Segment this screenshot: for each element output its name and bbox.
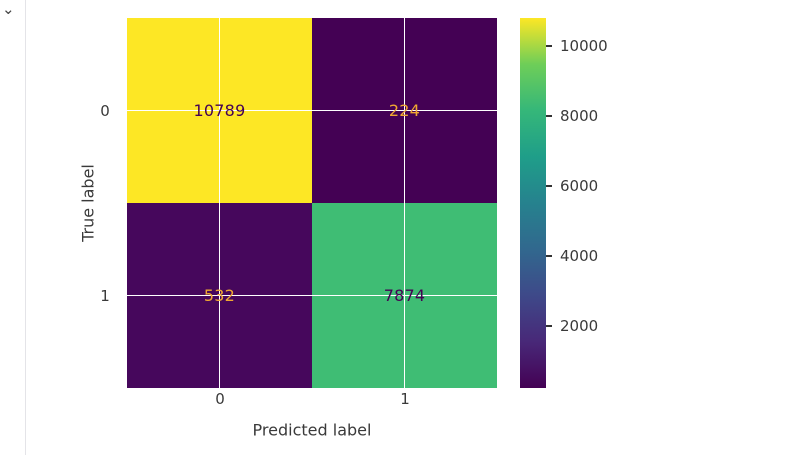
colorbar-tick: 4000 xyxy=(546,247,598,265)
colorbar-tick-label: 4000 xyxy=(560,246,599,265)
colorbar-tick-label: 8000 xyxy=(560,106,599,125)
confusion-matrix-heatmap: 10789 224 532 7874 xyxy=(127,18,497,388)
x-tick-label-1: 1 xyxy=(400,390,410,408)
y-tick-label-0: 0 xyxy=(100,102,110,120)
colorbar-gradient xyxy=(520,18,546,388)
colorbar-tick-mark xyxy=(546,254,552,257)
colorbar-tick: 10000 xyxy=(546,37,608,55)
colorbar-tick: 6000 xyxy=(546,177,598,195)
colorbar-ticks: 10000 8000 6000 4000 2000 xyxy=(546,18,626,388)
gridline-vertical-1 xyxy=(404,18,405,388)
chevron-down-icon[interactable]: ⌄ xyxy=(2,0,15,18)
gridline-horizontal-0 xyxy=(127,110,497,111)
colorbar-tick-mark xyxy=(546,114,552,117)
cell-value-r0c0: 10789 xyxy=(193,101,246,120)
panel-divider xyxy=(25,0,26,455)
x-tick-label-0: 0 xyxy=(215,390,225,408)
colorbar-tick: 8000 xyxy=(546,107,598,125)
cell-value-r0c1: 224 xyxy=(388,101,421,120)
colorbar-tick-mark xyxy=(546,184,552,187)
colorbar-tick-mark xyxy=(546,44,552,47)
colorbar-tick-label: 10000 xyxy=(560,36,608,55)
gridline-vertical-0 xyxy=(219,18,220,388)
y-axis-label: True label xyxy=(78,164,98,242)
colorbar-tick-label: 2000 xyxy=(560,316,599,335)
colorbar-tick-label: 6000 xyxy=(560,176,599,195)
cell-value-r1c1: 7874 xyxy=(383,286,426,305)
y-tick-label-1: 1 xyxy=(100,287,110,305)
colorbar-tick-mark xyxy=(546,324,552,327)
colorbar-tick: 2000 xyxy=(546,317,598,335)
cell-value-r1c0: 532 xyxy=(203,286,236,305)
gridline-horizontal-1 xyxy=(127,295,497,296)
x-axis-label: Predicted label xyxy=(252,420,372,440)
